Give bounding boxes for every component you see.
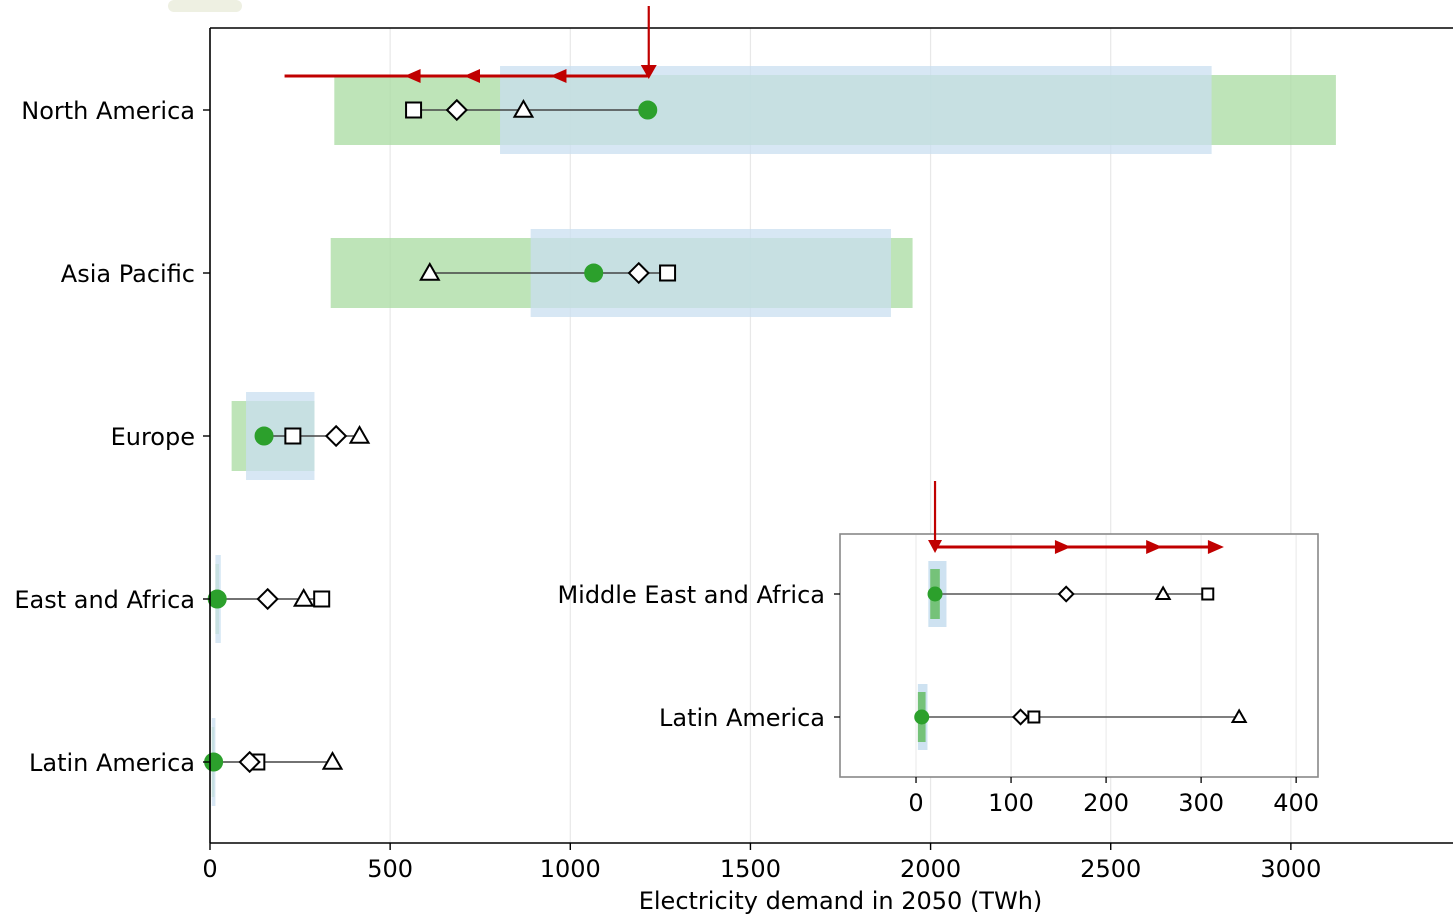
- y-tick-label-asia-pacific: Asia Pacific: [61, 260, 195, 288]
- square-marker-north-america: [405, 101, 423, 119]
- inset-x-tick-label-100: 100: [988, 789, 1034, 817]
- diamond-marker-europe: [324, 424, 348, 448]
- triangle-marker-east-and-africa: [292, 587, 315, 607]
- x-tick-label-2500: 2500: [1080, 855, 1141, 883]
- circle-filled-marker-europe: [254, 426, 274, 446]
- inset-plot: 0 100 200 300 400 Middle East and Africa Latin…: [557, 481, 1319, 817]
- y-tick-label-latin-america: Latin America: [29, 749, 195, 777]
- triangle-marker-europe: [348, 424, 371, 444]
- diamond-marker-asia-pacific: [627, 261, 650, 285]
- inset-x-tick-label-200: 200: [1083, 789, 1129, 817]
- y-tick-label-europe: Europe: [111, 423, 195, 451]
- inset-square-marker-middle-east-and-africa: [1201, 587, 1215, 601]
- circle-filled-marker-north-america: [638, 100, 658, 120]
- inset-y-tick-label-latin-america: Latin America: [659, 704, 825, 732]
- annotation-down-arrow-head: [640, 65, 657, 79]
- inset-square-marker-latin-america: [1027, 710, 1041, 724]
- inset-diamond-marker-middle-east-and-africa: [1057, 585, 1075, 603]
- corner-decoration: [168, 0, 242, 12]
- diamond-marker-east-and-africa: [256, 587, 279, 611]
- triangle-marker-latin-america: [321, 750, 344, 770]
- x-tick-label-500: 500: [367, 855, 413, 883]
- annotation-left-arrow-head-2: [404, 69, 421, 83]
- diamond-marker-north-america: [445, 98, 468, 122]
- x-tick-label-1500: 1500: [720, 855, 781, 883]
- diamond-marker-latin-america: [238, 750, 261, 774]
- x-tick-label-2000: 2000: [900, 855, 961, 883]
- inset-annotation-right-arrow-head-2: [1207, 540, 1224, 554]
- inset-y-tick-label-middle-east-and-africa: Middle East and Africa: [557, 581, 825, 609]
- inset-x-tick-label-0: 0: [908, 789, 923, 817]
- inset-triangle-marker-latin-america: [1230, 708, 1248, 723]
- annotation-left-arrow-head-1: [464, 69, 481, 83]
- triangle-marker-north-america: [512, 98, 535, 118]
- y-tick-label-east-and-africa: East and Africa: [14, 586, 195, 614]
- x-tick-label-3000: 3000: [1260, 855, 1321, 883]
- inset-annotation-right-arrow-head-1: [1146, 540, 1163, 554]
- square-marker-europe: [284, 427, 302, 445]
- circle-filled-marker-east-and-africa: [207, 589, 227, 609]
- inset-circle-filled-marker-latin-america: [914, 709, 930, 725]
- inset-annotation-right-arrow-head-0: [1054, 540, 1071, 554]
- square-marker-asia-pacific: [659, 264, 677, 282]
- y-tick-label-north-america: North America: [21, 97, 195, 125]
- inset-triangle-marker-middle-east-and-africa: [1154, 585, 1172, 600]
- x-tick-label-1000: 1000: [540, 855, 601, 883]
- inset-x-tick-label-300: 300: [1178, 789, 1224, 817]
- x-axis-title: Electricity demand in 2050 (TWh): [639, 887, 1043, 915]
- inset-diamond-marker-latin-america: [1011, 708, 1030, 726]
- inset-circle-filled-marker-middle-east-and-africa: [927, 586, 943, 602]
- inset-x-tick-label-400: 400: [1273, 789, 1319, 817]
- square-marker-east-and-africa: [313, 590, 331, 608]
- triangle-marker-asia-pacific: [419, 261, 441, 281]
- circle-filled-marker-asia-pacific: [584, 263, 604, 283]
- x-tick-label-0: 0: [202, 855, 217, 883]
- annotation-left-arrow-head-0: [550, 69, 567, 83]
- inset-frame: [839, 533, 1319, 778]
